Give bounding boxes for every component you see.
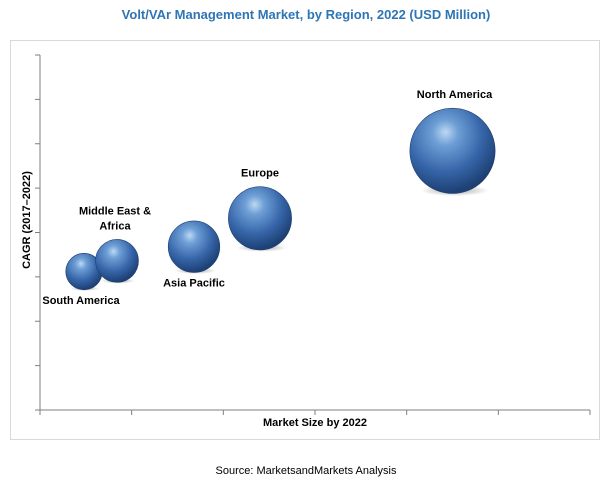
x-axis-label: Market Size by 2022 [263,417,367,429]
source-note: Source: MarketsandMarkets Analysis [215,465,397,477]
axes [39,55,590,411]
bubble-asia-pacific [167,220,221,273]
bubble-label-europe: Europe [241,168,279,180]
bubbles [65,107,496,291]
bubble-label-north-america: North America [417,89,493,101]
bubble-middle-east-africa [95,239,139,283]
bubble-north-america [409,107,496,194]
bubble-label-asia-pacific: Asia Pacific [163,277,225,289]
chart-title: Volt/VAr Management Market, by Region, 2… [121,7,491,22]
bubble-label-south-america: South America [42,295,120,307]
y-axis-label: CAGR (2017–2022) [21,171,33,269]
plot-frame [10,40,600,440]
bubble-europe [228,186,292,251]
bubble-label-middle-east-africa: Middle East & Africa [79,205,151,232]
axis-ticks [35,54,591,415]
bubble-labels: South America Middle East & Africa Asia Pac… [42,89,493,307]
